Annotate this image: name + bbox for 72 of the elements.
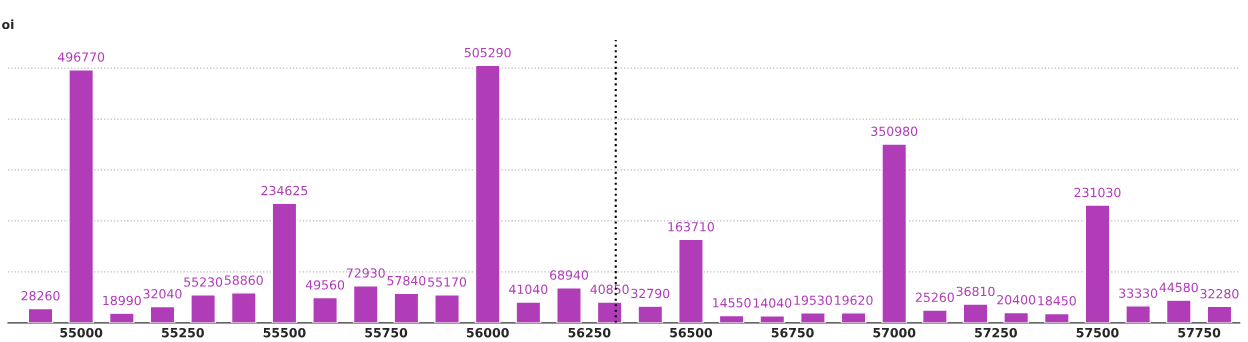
bar — [149, 305, 176, 323]
data-label: 20400 — [997, 295, 1036, 305]
x-tick-label: 56750 — [771, 327, 814, 338]
bar — [352, 284, 379, 323]
x-tick-label: 57250 — [975, 327, 1017, 338]
data-label: 19530 — [794, 295, 832, 305]
data-label: 40850 — [590, 284, 629, 295]
data-label: 49560 — [305, 280, 345, 290]
data-label: 18990 — [103, 295, 141, 306]
bar — [312, 296, 338, 323]
data-label: 44580 — [1159, 282, 1198, 293]
data-label: 14550 — [713, 298, 751, 308]
x-tick-label: 55500 — [263, 327, 306, 338]
bar — [881, 143, 908, 323]
bar — [1003, 311, 1030, 323]
data-label: 32280 — [1200, 288, 1239, 299]
bar — [230, 292, 257, 323]
bar — [759, 314, 786, 323]
data-label: 32040 — [143, 289, 182, 299]
x-tick-label: 55750 — [365, 327, 408, 338]
x-tick-label: 55000 — [60, 327, 103, 338]
data-label: 350980 — [871, 126, 918, 137]
bar — [27, 307, 54, 323]
bar — [637, 305, 664, 323]
y-axis-title: oi — [2, 19, 14, 30]
data-label: 496770 — [57, 52, 105, 62]
data-label: 68940 — [549, 270, 589, 280]
bar — [434, 294, 460, 323]
bar — [190, 294, 217, 323]
bar — [921, 309, 948, 323]
bar — [556, 287, 582, 323]
data-label: 19620 — [835, 295, 873, 305]
data-label: 234625 — [261, 185, 308, 196]
data-label: 72930 — [346, 268, 385, 278]
data-label: 57840 — [387, 275, 426, 286]
data-label: 28260 — [21, 291, 60, 301]
x-tick-label: 56500 — [670, 327, 713, 338]
bar — [1084, 204, 1111, 323]
bar — [1165, 299, 1192, 323]
bar — [474, 64, 501, 323]
x-tick-label: 56250 — [568, 327, 611, 338]
data-label: 58860 — [224, 275, 263, 285]
x-tick-label: 56000 — [466, 327, 509, 338]
bar — [1125, 305, 1152, 323]
bar — [1043, 312, 1070, 323]
data-label: 55170 — [428, 277, 467, 287]
data-label: 231030 — [1074, 187, 1121, 198]
x-tick-label: 55250 — [162, 327, 204, 338]
data-label: 18450 — [1038, 296, 1076, 306]
data-label: 505290 — [464, 47, 511, 58]
bar — [596, 301, 623, 323]
bar — [271, 202, 298, 323]
x-tick-label: 57000 — [873, 327, 916, 338]
bar — [1206, 305, 1233, 323]
data-label: 36810 — [956, 286, 995, 297]
x-tick-label: 57750 — [1178, 327, 1221, 338]
bar — [800, 312, 826, 323]
data-label: 55230 — [184, 277, 223, 287]
bar — [962, 303, 989, 323]
bar — [678, 238, 704, 323]
data-label: 14040 — [753, 298, 792, 308]
bar — [515, 301, 542, 323]
bar — [840, 312, 867, 323]
data-label: 25260 — [915, 292, 954, 302]
data-label: 41040 — [509, 284, 548, 294]
data-label: 163710 — [668, 221, 714, 232]
x-tick-label: 57500 — [1076, 327, 1119, 338]
data-label: 32790 — [631, 288, 670, 299]
bar — [393, 292, 420, 323]
bar — [108, 312, 135, 323]
bar — [68, 68, 95, 323]
data-label: 33330 — [1119, 288, 1158, 298]
